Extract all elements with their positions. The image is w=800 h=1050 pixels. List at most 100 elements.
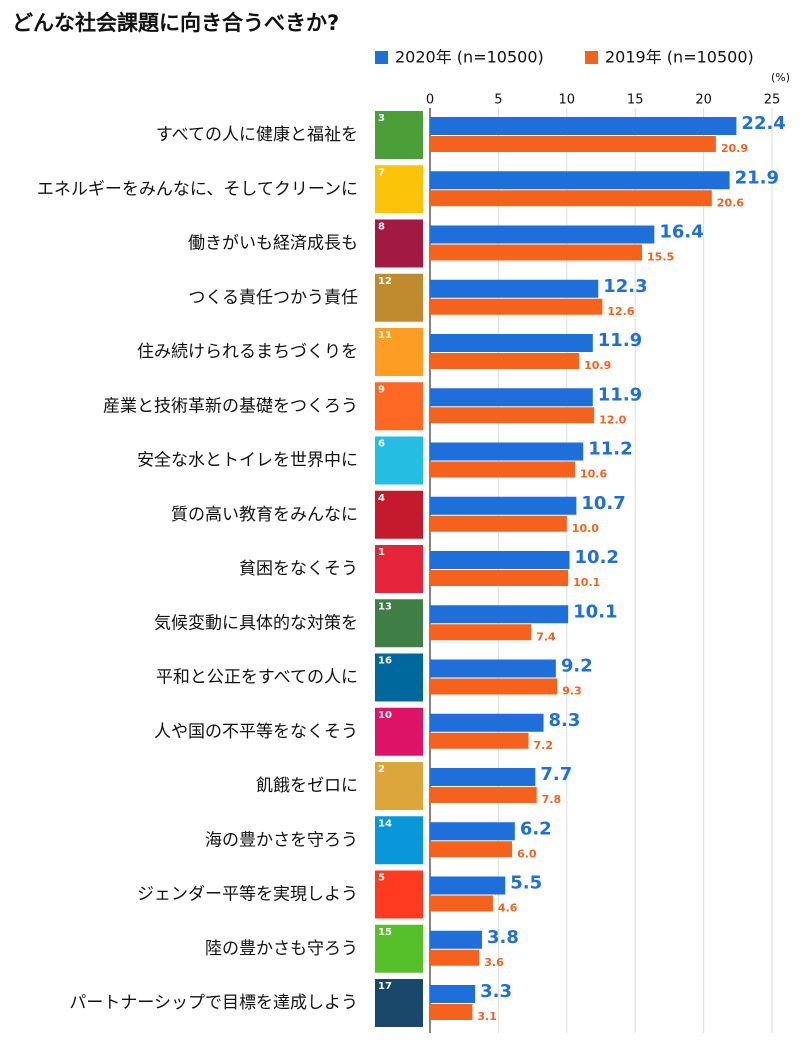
goal-icon bbox=[375, 762, 423, 810]
bar bbox=[430, 407, 595, 424]
value-label: 10.9 bbox=[584, 359, 611, 372]
value-label: 10.1 bbox=[573, 576, 600, 589]
bar bbox=[430, 768, 536, 786]
bar bbox=[430, 659, 556, 678]
legend-label: 2019年 (n=10500) bbox=[605, 48, 754, 67]
goal-icon bbox=[375, 599, 423, 648]
goal-icon bbox=[375, 436, 423, 485]
category-label: パートナーシップで目標を達成しよう bbox=[69, 993, 358, 1013]
value-label: 16.4 bbox=[659, 222, 703, 243]
goal-number: 17 bbox=[378, 981, 392, 992]
value-label: 20.6 bbox=[717, 196, 744, 209]
bar bbox=[430, 787, 537, 803]
goal-number: 3 bbox=[378, 113, 385, 124]
goal-number: 4 bbox=[378, 493, 385, 504]
goal-number: 2 bbox=[378, 764, 385, 775]
goal-number: 15 bbox=[378, 927, 392, 938]
x-tick-label: 20 bbox=[695, 93, 712, 108]
value-label: 7.4 bbox=[536, 630, 556, 643]
value-label: 6.0 bbox=[517, 847, 537, 860]
value-label: 22.4 bbox=[741, 113, 785, 134]
value-label: 10.2 bbox=[575, 547, 619, 568]
goal-icon bbox=[375, 490, 423, 539]
value-label: 4.6 bbox=[498, 902, 518, 915]
goal-icon bbox=[375, 273, 423, 322]
goal-number: 6 bbox=[378, 439, 385, 450]
value-label: 11.9 bbox=[598, 384, 642, 405]
bar bbox=[430, 551, 570, 569]
value-label: 10.7 bbox=[581, 493, 625, 514]
goal-number: 12 bbox=[378, 276, 392, 287]
bar bbox=[430, 225, 655, 244]
bar bbox=[430, 822, 515, 841]
bar bbox=[430, 136, 716, 152]
goal-icon bbox=[375, 816, 423, 865]
bar bbox=[430, 190, 712, 207]
goal-number: 16 bbox=[378, 656, 392, 667]
value-label: 3.1 bbox=[477, 1010, 497, 1023]
x-tick-label: 0 bbox=[426, 93, 434, 108]
value-label: 12.6 bbox=[607, 305, 634, 318]
value-label: 7.7 bbox=[540, 764, 572, 785]
value-label: 7.2 bbox=[533, 739, 553, 752]
bar bbox=[430, 732, 529, 749]
value-label: 11.2 bbox=[588, 439, 632, 460]
goal-icon bbox=[375, 707, 423, 756]
goal-icon bbox=[375, 165, 423, 214]
value-label: 12.0 bbox=[599, 413, 626, 426]
value-label: 20.9 bbox=[721, 142, 748, 155]
value-label: 8.3 bbox=[549, 710, 581, 731]
bar bbox=[430, 605, 569, 624]
goal-number: 14 bbox=[378, 818, 392, 829]
goal-icon bbox=[375, 653, 423, 702]
bar bbox=[430, 171, 730, 190]
bar bbox=[430, 496, 577, 515]
category-label: 働きがいも経済成長も bbox=[188, 234, 358, 254]
goal-number: 5 bbox=[378, 873, 385, 884]
value-label: 21.9 bbox=[735, 167, 779, 188]
value-label: 3.3 bbox=[480, 981, 512, 1002]
goal-number: 11 bbox=[378, 330, 392, 341]
x-tick-label: 10 bbox=[559, 93, 576, 108]
bar bbox=[430, 461, 576, 478]
bar bbox=[430, 678, 558, 695]
category-label: 気候変動に具体的な対策を bbox=[154, 613, 358, 633]
category-label: 陸の豊かさも守ろう bbox=[205, 939, 358, 959]
bar bbox=[430, 279, 599, 298]
goal-number: 1 bbox=[378, 547, 385, 558]
category-label: つくる責任つかう責任 bbox=[188, 288, 358, 308]
category-label: 安全な水とトイレを世界中に bbox=[137, 451, 358, 471]
category-label: 飢餓をゼロに bbox=[256, 776, 358, 796]
category-label: 人や国の不平等をなくそう bbox=[154, 722, 358, 742]
goal-icon bbox=[375, 219, 423, 268]
goal-number: 7 bbox=[378, 167, 385, 178]
bar bbox=[430, 713, 544, 732]
goal-icon bbox=[375, 111, 423, 159]
x-tick-label: 15 bbox=[627, 93, 644, 108]
value-label: 11.9 bbox=[598, 330, 642, 351]
bar bbox=[430, 334, 593, 352]
value-label: 10.6 bbox=[580, 468, 607, 481]
value-label: 3.6 bbox=[484, 956, 504, 969]
category-label: 質の高い教育をみんなに bbox=[171, 505, 358, 525]
bar bbox=[430, 244, 643, 261]
category-label: ジェンダー平等を実現しよう bbox=[137, 885, 358, 905]
category-label: 産業と技術革新の基礎をつくろう bbox=[103, 396, 358, 416]
bar bbox=[430, 624, 532, 641]
chart-title: どんな社会課題に向き合うべきか? bbox=[12, 11, 339, 35]
legend-swatch bbox=[585, 51, 598, 64]
goal-number: 13 bbox=[378, 601, 392, 612]
bar bbox=[430, 985, 476, 1003]
bar bbox=[430, 515, 567, 532]
goal-icon bbox=[375, 545, 423, 593]
value-label: 5.5 bbox=[510, 873, 542, 894]
bar bbox=[430, 1004, 473, 1020]
goal-icon bbox=[375, 979, 423, 1027]
category-label: 住み続けられるまちづくりを bbox=[137, 342, 358, 362]
category-label: 貧困をなくそう bbox=[239, 559, 358, 579]
value-label: 15.5 bbox=[647, 251, 674, 264]
value-label: 3.8 bbox=[487, 927, 519, 948]
legend-label: 2020年 (n=10500) bbox=[395, 48, 544, 67]
value-label: 9.2 bbox=[561, 656, 593, 677]
